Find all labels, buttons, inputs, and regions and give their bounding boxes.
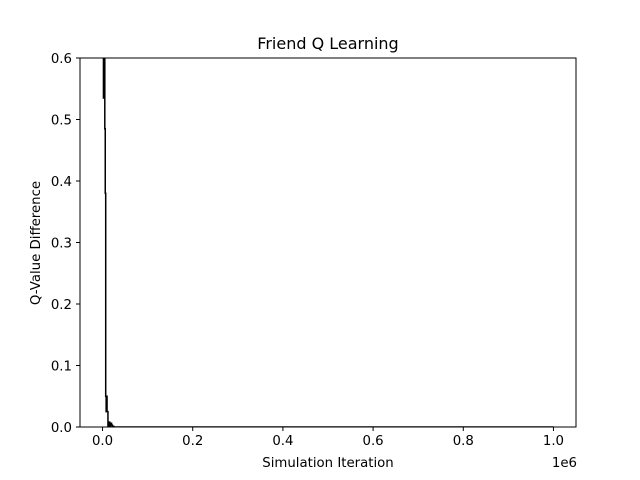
x-tick-label: 0.8	[453, 434, 474, 449]
y-axis-label: Q-Value Difference	[29, 181, 44, 305]
y-tick-label: 0.4	[51, 175, 72, 190]
y-tick-label: 0.0	[51, 421, 72, 436]
axes-frame	[79, 57, 577, 428]
y-tick-label: 0.6	[51, 52, 72, 67]
y-tick-label: 0.3	[51, 237, 72, 252]
series-line-0	[102, 58, 554, 427]
y-tick-label: 0.1	[51, 360, 72, 375]
x-tick-label: 0.0	[92, 434, 113, 449]
plot-area	[102, 58, 554, 427]
y-tick-label: 0.5	[51, 114, 72, 129]
chart-title: Friend Q Learning	[257, 34, 398, 53]
x-tick-label: 0.6	[363, 434, 384, 449]
axes: 0.0 0.2 0.4 0.6 0.8 1.0 0.0 0.1 0.2 0.3 0.4 0.5 0.6	[51, 52, 577, 449]
y-tick-label: 0.2	[51, 298, 72, 313]
x-tick-label: 0.2	[182, 434, 203, 449]
x-axis-offset-label: 1e6	[552, 456, 577, 471]
x-tick-label: 1.0	[543, 434, 564, 449]
x-axis-label: Simulation Iteration	[262, 456, 393, 471]
x-tick-label: 0.4	[272, 434, 293, 449]
